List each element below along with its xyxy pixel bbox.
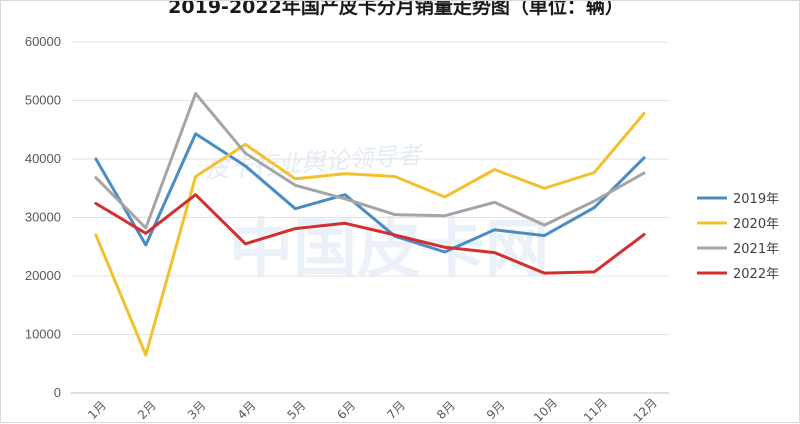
- x-tick-label: 12月: [631, 396, 660, 424]
- y-tick-label: 40000: [25, 151, 61, 166]
- x-tick-label: 11月: [581, 396, 610, 424]
- legend-label: 2021年: [733, 242, 779, 257]
- x-tick-label: 2月: [135, 398, 159, 422]
- y-tick-label: 50000: [25, 93, 61, 108]
- series-line-2021年: [94, 92, 646, 230]
- x-tick-label: 8月: [434, 398, 458, 422]
- watermark-brand: 中国皮卡网: [229, 213, 549, 287]
- y-tick-label: 10000: [25, 327, 61, 342]
- legend-label: 2019年: [733, 192, 779, 207]
- series-line-2020年: [94, 111, 646, 357]
- x-tick-label: 10月: [531, 396, 560, 424]
- x-tick-label: 1月: [85, 398, 109, 422]
- watermark: 皮卡行业舆论领导者 中国皮卡网: [204, 141, 549, 287]
- y-tick-label: 60000: [25, 34, 61, 49]
- x-tick-label: 5月: [285, 398, 309, 422]
- legend-label: 2020年: [733, 217, 779, 232]
- x-tick-label: 3月: [185, 398, 209, 422]
- y-tick-label: 0: [54, 385, 61, 400]
- x-tick-label: 4月: [235, 398, 259, 422]
- y-tick-label: 20000: [25, 268, 61, 283]
- legend-label: 2022年: [733, 267, 779, 282]
- legend: 2019年 2020年 2021年 2022年: [697, 192, 779, 282]
- y-tick-label: 30000: [25, 210, 61, 225]
- x-tick-label: 9月: [484, 398, 508, 422]
- y-axis-ticks: 0 10000 20000 30000 40000 50000 60000: [25, 34, 61, 400]
- series-line-2019年: [94, 132, 646, 254]
- x-tick-label: 7月: [384, 398, 408, 422]
- series-line-2022年: [94, 193, 646, 275]
- x-axis-ticks: 1月 2月 3月 4月 5月 6月 7月 8月 9月 10月 11月 12月: [85, 396, 660, 424]
- series-lines: [94, 92, 646, 357]
- chart-title: 2019-2022年国产皮卡分月销量走势图（单位：辆）: [168, 1, 624, 18]
- x-tick-label: 6月: [334, 398, 358, 422]
